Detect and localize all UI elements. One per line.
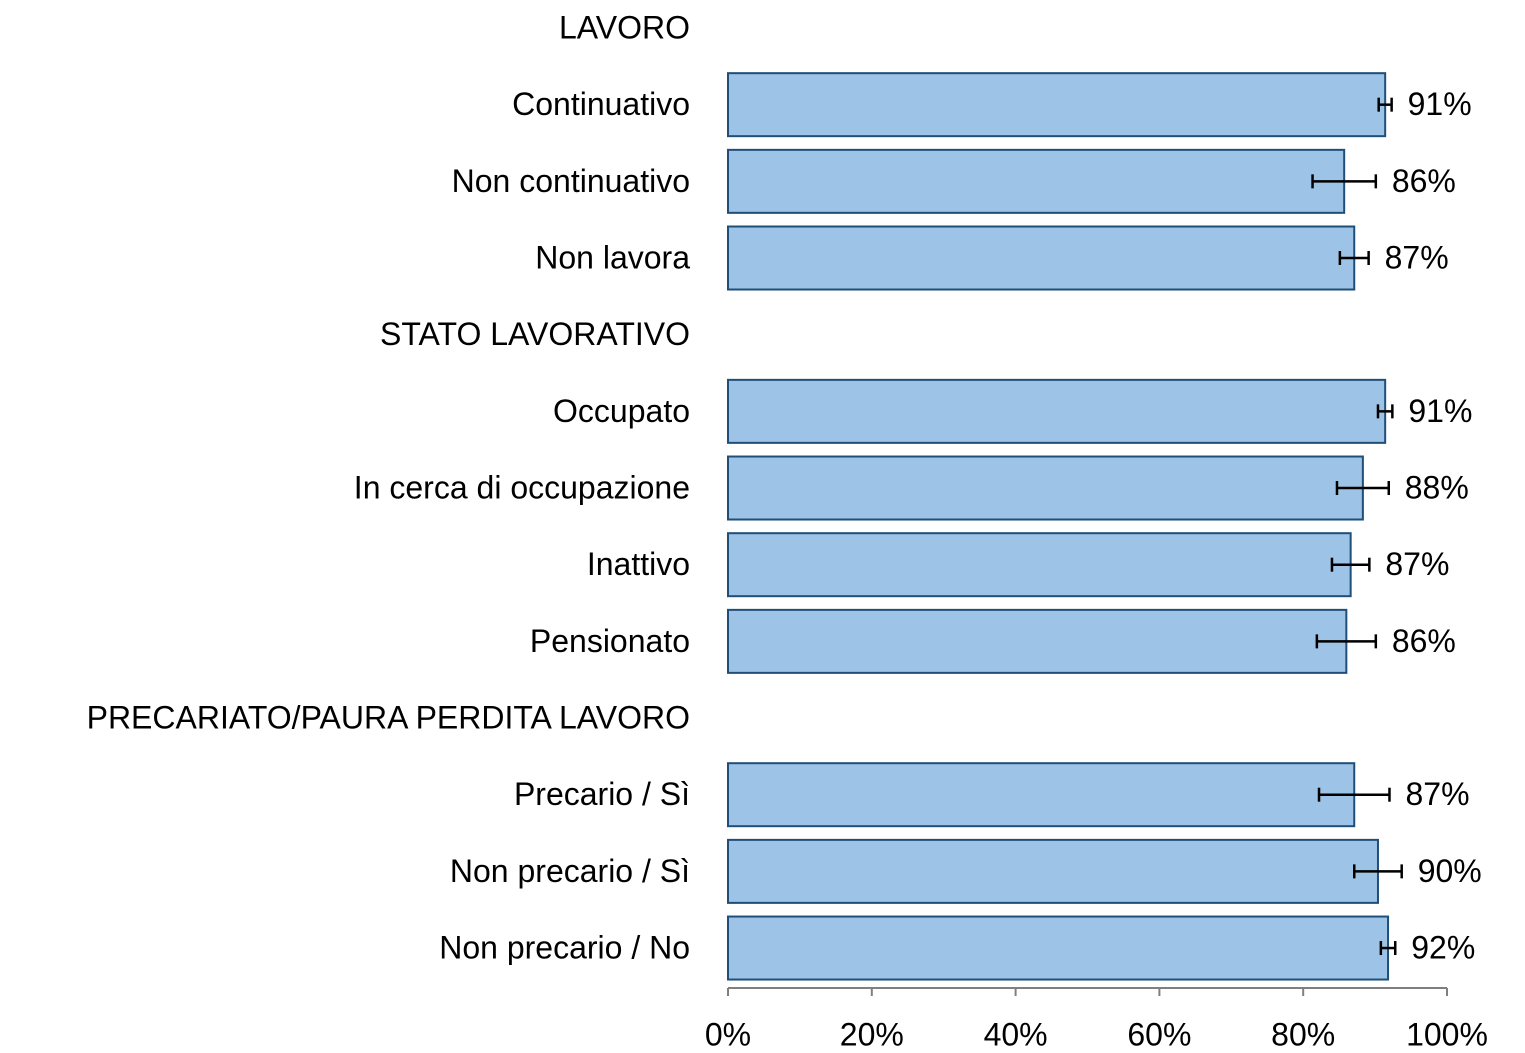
category-label: Inattivo — [587, 546, 690, 582]
bar — [727, 378, 1387, 444]
value-label: 86% — [1392, 163, 1456, 199]
x-tick-label: 40% — [984, 1016, 1048, 1052]
value-label: 86% — [1392, 623, 1456, 659]
x-tick-label: 20% — [840, 1016, 904, 1052]
bar — [727, 915, 1390, 981]
group-header: LAVORO — [559, 9, 690, 45]
error-bar — [1311, 174, 1378, 189]
bar — [727, 72, 1387, 138]
bar — [727, 455, 1364, 521]
value-label: 87% — [1385, 546, 1449, 582]
error-bar — [1377, 97, 1393, 112]
category-label: Occupato — [553, 393, 690, 429]
group-header: PRECARIATO/PAURA PERDITA LAVORO — [87, 699, 690, 735]
x-tick-label: 100% — [1406, 1016, 1488, 1052]
category-label: Continuativo — [512, 86, 690, 122]
error-bar — [1335, 481, 1391, 496]
error-bar — [1315, 634, 1378, 649]
category-label: Precario / Sì — [514, 776, 690, 812]
error-bar — [1376, 404, 1394, 419]
value-label: 87% — [1405, 776, 1469, 812]
error-bar — [1379, 941, 1397, 956]
error-bar — [1317, 787, 1391, 802]
error-bar — [1338, 251, 1370, 266]
error-bar — [1330, 557, 1371, 572]
x-tick-label: 80% — [1271, 1016, 1335, 1052]
bar — [727, 838, 1379, 904]
value-label: 87% — [1385, 239, 1449, 275]
bar — [727, 762, 1356, 828]
category-label: Pensionato — [530, 623, 690, 659]
error-bar — [1352, 864, 1403, 879]
category-label: Non continuativo — [452, 163, 690, 199]
category-label: In cerca di occupazione — [354, 469, 690, 505]
bar — [727, 225, 1356, 291]
category-label: Non precario / No — [439, 929, 690, 965]
bar — [727, 532, 1352, 598]
value-label: 88% — [1405, 469, 1469, 505]
x-tick-label: 60% — [1127, 1016, 1191, 1052]
bar — [727, 608, 1348, 674]
value-label: 91% — [1408, 86, 1472, 122]
x-tick-label: 0% — [705, 1016, 751, 1052]
group-header: STATO LAVORATIVO — [380, 316, 690, 352]
value-label: 92% — [1411, 929, 1475, 965]
value-label: 90% — [1418, 853, 1482, 889]
value-label: 91% — [1408, 393, 1472, 429]
bar — [727, 148, 1346, 214]
category-label: Non lavora — [535, 239, 690, 275]
category-label: Non precario / Sì — [450, 853, 690, 889]
